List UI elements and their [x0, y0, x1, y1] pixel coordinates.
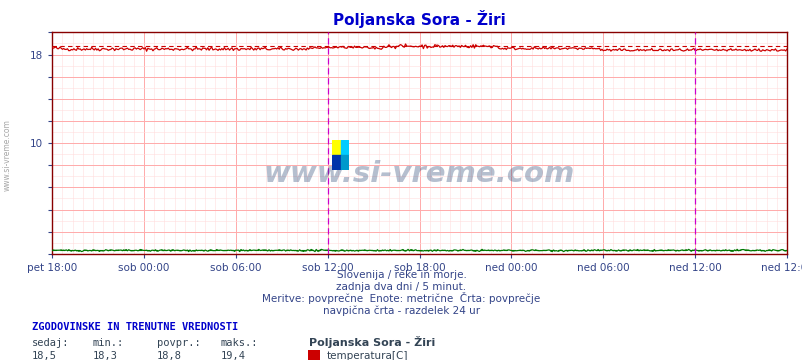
Bar	[331, 155, 340, 170]
Text: Poljanska Sora - Žiri: Poljanska Sora - Žiri	[309, 336, 435, 348]
Bar	[331, 140, 340, 155]
Text: ZGODOVINSKE IN TRENUTNE VREDNOSTI: ZGODOVINSKE IN TRENUTNE VREDNOSTI	[32, 323, 238, 333]
Text: temperatura[C]: temperatura[C]	[326, 351, 407, 360]
Text: 19,4: 19,4	[221, 351, 245, 360]
Text: zadnja dva dni / 5 minut.: zadnja dva dni / 5 minut.	[336, 282, 466, 292]
Bar	[340, 155, 349, 170]
Text: 18,5: 18,5	[32, 351, 57, 360]
Text: 18,3: 18,3	[92, 351, 117, 360]
Text: sedaj:: sedaj:	[32, 338, 70, 348]
Title: Poljanska Sora - Žiri: Poljanska Sora - Žiri	[333, 10, 505, 28]
Text: povpr.:: povpr.:	[156, 338, 200, 348]
Text: maks.:: maks.:	[221, 338, 258, 348]
Text: www.si-vreme.com: www.si-vreme.com	[2, 119, 12, 191]
Text: navpična črta - razdelek 24 ur: navpična črta - razdelek 24 ur	[322, 305, 480, 316]
Text: 18,8: 18,8	[156, 351, 181, 360]
Text: Slovenija / reke in morje.: Slovenija / reke in morje.	[336, 270, 466, 280]
Bar	[340, 140, 349, 155]
Text: www.si-vreme.com: www.si-vreme.com	[264, 160, 574, 188]
Text: min.:: min.:	[92, 338, 124, 348]
Text: Meritve: povprečne  Enote: metrične  Črta: povprečje: Meritve: povprečne Enote: metrične Črta:…	[262, 292, 540, 304]
